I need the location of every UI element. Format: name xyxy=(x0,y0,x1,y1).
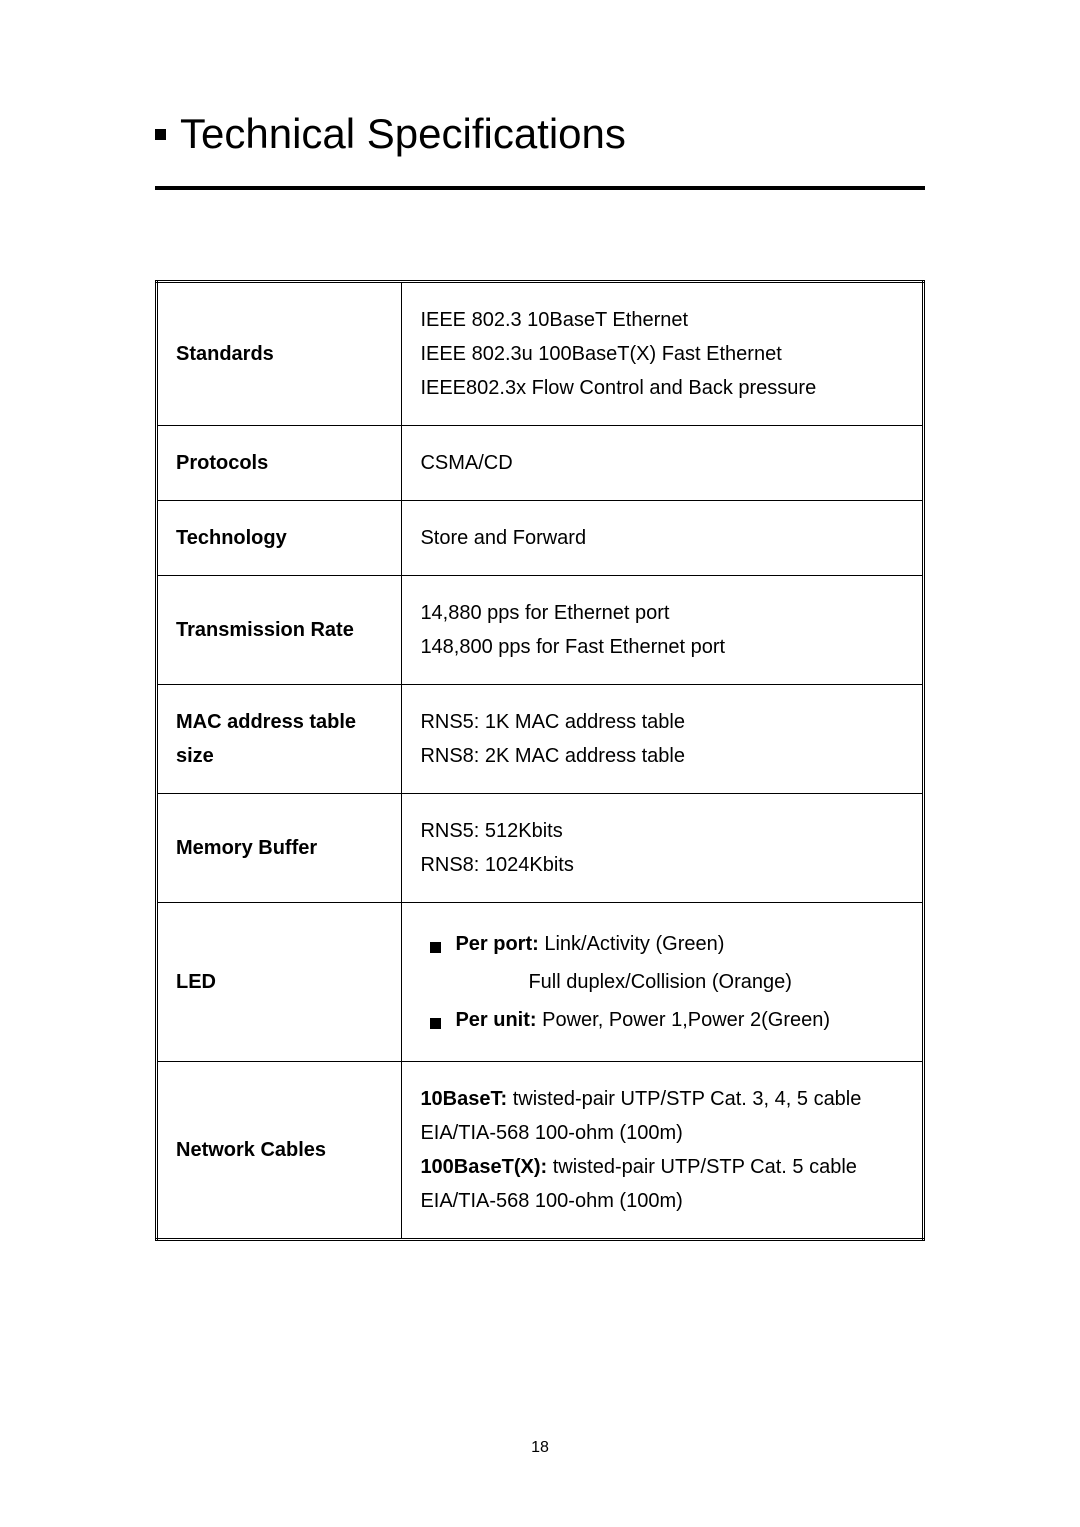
list-item-text: Per unit: Power, Power 1,Power 2(Green) xyxy=(455,1003,830,1037)
label-cell: MAC address table size xyxy=(157,685,402,794)
table-row: TechnologyStore and Forward xyxy=(157,501,924,576)
table-row: StandardsIEEE 802.3 10BaseT EthernetIEEE… xyxy=(157,282,924,426)
label-cell: Memory Buffer xyxy=(157,794,402,903)
label-cell: Protocols xyxy=(157,426,402,501)
list-item-text: Per port: Link/Activity (Green) xyxy=(455,927,724,961)
heading-text: Technical Specifications xyxy=(180,110,626,158)
value-line: RNS8: 2K MAC address table xyxy=(420,739,906,773)
value-cell: 14,880 pps for Ethernet port148,800 pps … xyxy=(402,576,924,685)
table-row: Network Cables 10BaseT: twisted-pair UTP/… xyxy=(157,1062,924,1240)
value-cell: Per port: Link/Activity (Green) Full dupl… xyxy=(402,903,924,1062)
value-cell: CSMA/CD xyxy=(402,426,924,501)
label-cell: Standards xyxy=(157,282,402,426)
value-line: IEEE802.3x Flow Control and Back pressur… xyxy=(420,371,906,405)
value-line: 14,880 pps for Ethernet port xyxy=(420,596,906,630)
cable-line: 10BaseT: twisted-pair UTP/STP Cat. 3, 4,… xyxy=(420,1082,906,1116)
label-cell: Transmission Rate xyxy=(157,576,402,685)
list-item: Per port: Link/Activity (Green) xyxy=(430,927,906,961)
cable-line: 100BaseT(X): twisted-pair UTP/STP Cat. 5… xyxy=(420,1150,906,1184)
table-row: Transmission Rate14,880 pps for Ethernet… xyxy=(157,576,924,685)
label-cell: Technology xyxy=(157,501,402,576)
value-line: IEEE 802.3u 100BaseT(X) Fast Ethernet xyxy=(420,337,906,371)
page-number: 18 xyxy=(0,1439,1080,1457)
cable-subline: EIA/TIA-568 100-ohm (100m) xyxy=(420,1184,906,1218)
cable-subline: EIA/TIA-568 100-ohm (100m) xyxy=(420,1116,906,1150)
value-line: IEEE 802.3 10BaseT Ethernet xyxy=(420,303,906,337)
heading-bullet-icon xyxy=(155,129,166,140)
list-item: Per unit: Power, Power 1,Power 2(Green) xyxy=(430,1003,906,1037)
value-line: RNS8: 1024Kbits xyxy=(420,848,906,882)
led-list: Per port: Link/Activity (Green) Full dupl… xyxy=(420,927,906,1037)
square-bullet-icon xyxy=(430,942,441,953)
value-cell: 10BaseT: twisted-pair UTP/STP Cat. 3, 4,… xyxy=(402,1062,924,1240)
value-line: RNS5: 512Kbits xyxy=(420,814,906,848)
value-line: RNS5: 1K MAC address table xyxy=(420,705,906,739)
table-row: ProtocolsCSMA/CD xyxy=(157,426,924,501)
label-cell: LED xyxy=(157,903,402,1062)
value-line: 148,800 pps for Fast Ethernet port xyxy=(420,630,906,664)
value-cell: Store and Forward xyxy=(402,501,924,576)
value-cell: RNS5: 1K MAC address tableRNS8: 2K MAC a… xyxy=(402,685,924,794)
spec-table-body: StandardsIEEE 802.3 10BaseT EthernetIEEE… xyxy=(157,282,924,1240)
spec-table: StandardsIEEE 802.3 10BaseT EthernetIEEE… xyxy=(155,280,925,1241)
value-cell: IEEE 802.3 10BaseT EthernetIEEE 802.3u 1… xyxy=(402,282,924,426)
value-cell: RNS5: 512KbitsRNS8: 1024Kbits xyxy=(402,794,924,903)
table-row: MAC address table sizeRNS5: 1K MAC addre… xyxy=(157,685,924,794)
label-cell: Network Cables xyxy=(157,1062,402,1240)
table-row: LED Per port: Link/Activity (Green) Full d… xyxy=(157,903,924,1062)
square-bullet-icon xyxy=(430,1018,441,1029)
heading-underline xyxy=(155,186,925,190)
table-row: Memory BufferRNS5: 512KbitsRNS8: 1024Kbi… xyxy=(157,794,924,903)
list-item-subtext: Full duplex/Collision (Orange) xyxy=(430,965,906,999)
page-heading: Technical Specifications xyxy=(155,110,925,158)
